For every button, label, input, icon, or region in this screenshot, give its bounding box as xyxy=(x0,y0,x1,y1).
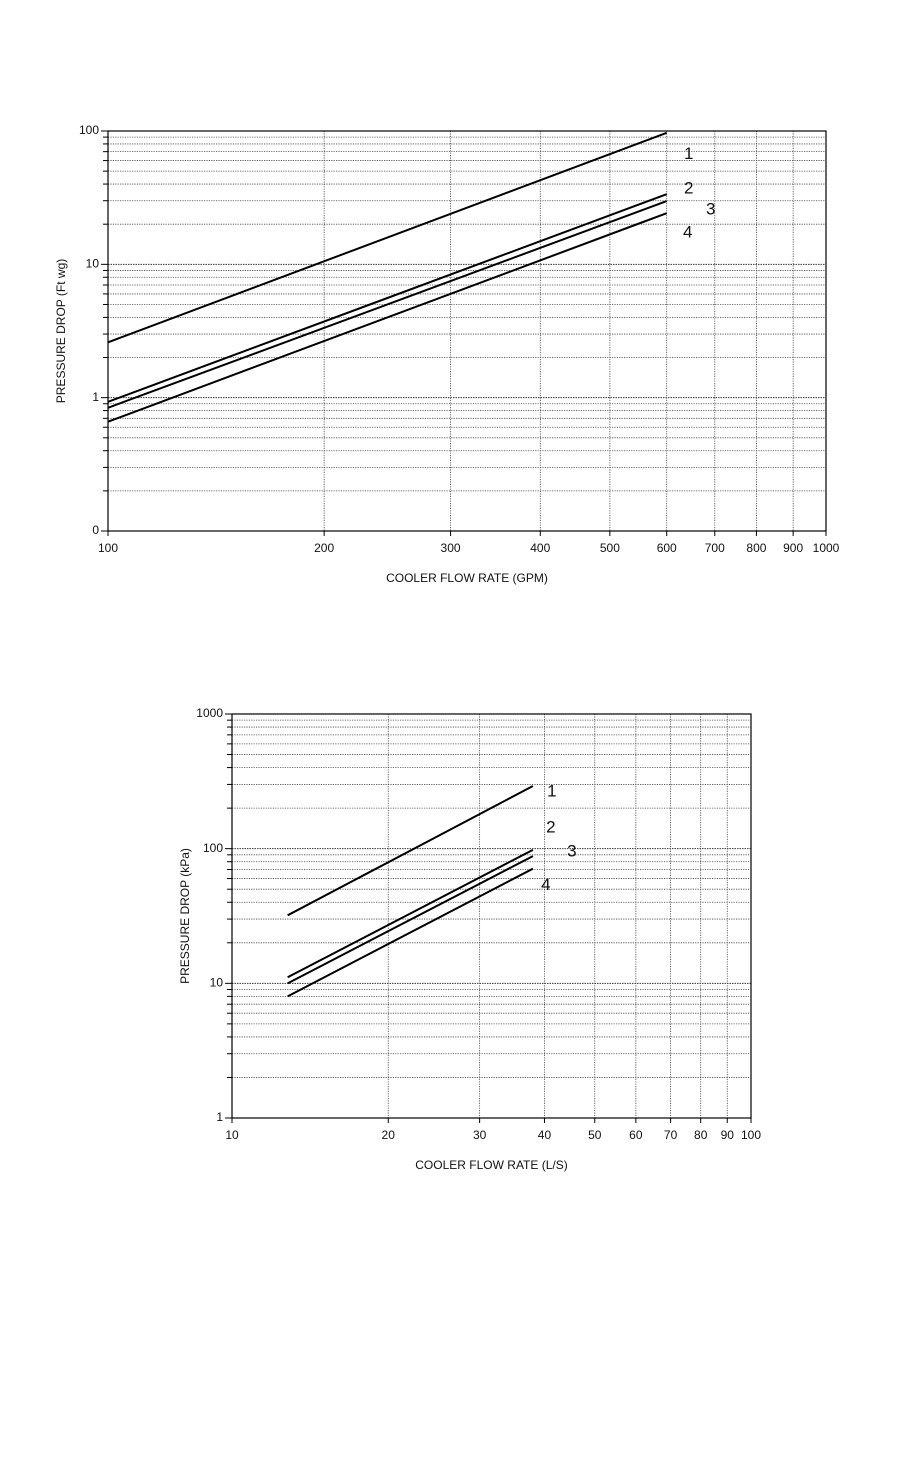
x-tick-label: 200 xyxy=(314,541,334,555)
y-tick-label: 100 xyxy=(79,123,99,137)
x-axis-label: COOLER FLOW RATE (L/S) xyxy=(415,1158,567,1172)
series-line xyxy=(287,785,534,917)
series-line xyxy=(287,848,534,979)
series-line xyxy=(107,131,668,344)
series-label: 3 xyxy=(567,842,576,861)
y-tick-label: 10 xyxy=(86,257,100,271)
x-tick-label: 300 xyxy=(441,541,461,555)
x-tick-label: 500 xyxy=(600,541,620,555)
x-tick-label: 900 xyxy=(783,541,803,555)
x-tick-label: 80 xyxy=(694,1128,708,1142)
y-tick-label: 0 xyxy=(92,523,99,537)
x-tick-label: 20 xyxy=(382,1128,396,1142)
y-axis-label: PRESSURE DROP (kPa) xyxy=(178,848,192,984)
x-tick-label: 1000 xyxy=(813,541,840,555)
y-axis-label: PRESSURE DROP (Ft wg) xyxy=(54,259,68,403)
y-tick-label: 100 xyxy=(203,841,223,855)
y-tick-label: 1000 xyxy=(196,706,223,720)
x-tick-label: 400 xyxy=(530,541,550,555)
series-line xyxy=(287,867,534,998)
series-label: 4 xyxy=(683,223,692,242)
x-tick-label: 600 xyxy=(657,541,677,555)
series-line xyxy=(107,200,668,409)
y-tick-label: 1 xyxy=(92,390,99,404)
x-tick-label: 100 xyxy=(741,1128,761,1142)
plot-frame xyxy=(107,130,827,532)
x-tick-label: 100 xyxy=(98,541,118,555)
series-label: 1 xyxy=(684,144,693,163)
series-label: 3 xyxy=(706,200,715,219)
x-tick-label: 700 xyxy=(705,541,725,555)
y-tick-label: 10 xyxy=(210,976,224,990)
x-tick-label: 90 xyxy=(721,1128,735,1142)
series-label: 2 xyxy=(684,179,693,198)
series-line xyxy=(287,855,534,985)
series-label: 4 xyxy=(541,875,550,894)
x-tick-label: 70 xyxy=(664,1128,678,1142)
plot-frame xyxy=(231,713,752,1119)
series-label: 1 xyxy=(547,781,556,800)
series-line xyxy=(107,212,668,423)
x-tick-label: 800 xyxy=(746,541,766,555)
x-tick-label: 50 xyxy=(588,1128,602,1142)
series-label: 2 xyxy=(546,817,555,836)
x-axis-label: COOLER FLOW RATE (GPM) xyxy=(386,571,548,585)
x-tick-label: 40 xyxy=(538,1128,552,1142)
y-tick-label: 1 xyxy=(216,1110,223,1124)
x-tick-label: 10 xyxy=(225,1128,239,1142)
x-tick-label: 30 xyxy=(473,1128,487,1142)
x-tick-label: 60 xyxy=(629,1128,643,1142)
series-line xyxy=(107,193,668,403)
